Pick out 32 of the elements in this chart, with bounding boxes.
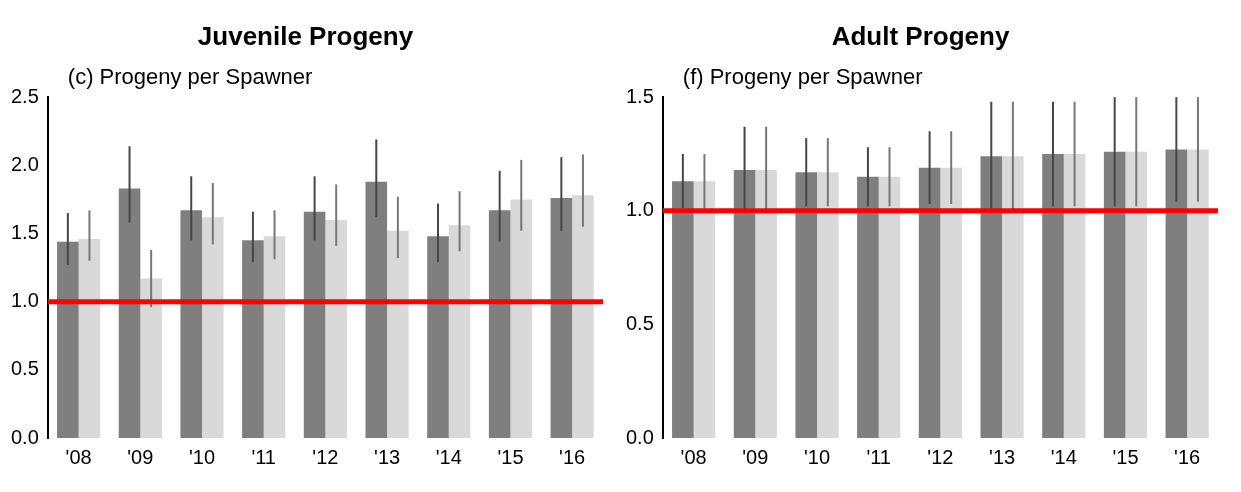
text: (f) Progeny per Spawner xyxy=(682,64,923,90)
x-tick-label: '10 xyxy=(188,445,216,468)
y-tick-label: 1.0 xyxy=(10,289,39,312)
x-tick-label: '13 xyxy=(374,445,401,468)
x-tick-label: '09 xyxy=(742,445,769,468)
x-tick-label: '10 xyxy=(803,445,831,468)
y-tick-label: 2.0 xyxy=(10,152,39,175)
y-tick-label: 1.5 xyxy=(625,84,654,107)
y-tick-label: 0.0 xyxy=(10,425,39,448)
chart-title: Juvenile Progeny xyxy=(197,20,414,51)
x-tick-label: '08 xyxy=(65,445,92,468)
x-tick-label: '12 xyxy=(312,445,339,468)
y-tick-label: 0.5 xyxy=(10,357,39,380)
x-tick-label: '15 xyxy=(1112,445,1139,468)
x-tick-label: '13 xyxy=(989,445,1016,468)
x-tick-label: '14 xyxy=(435,445,462,468)
x-tick-label: '16 xyxy=(559,445,586,468)
x-tick-label: '11 xyxy=(251,445,277,468)
x-tick-label: '08 xyxy=(680,445,707,468)
x-tick-label: '16 xyxy=(1174,445,1201,468)
y-tick-label: 0.0 xyxy=(625,425,654,448)
chart-title: Adult Progeny xyxy=(831,20,1010,51)
x-tick-label: '14 xyxy=(1050,445,1077,468)
y-tick-label: 2.5 xyxy=(10,84,39,107)
y-tick-label: 0.5 xyxy=(625,311,654,334)
y-tick-label: 1.0 xyxy=(625,198,654,221)
x-tick-label: '11 xyxy=(866,445,892,468)
text: (c) Progeny per Spawner xyxy=(67,64,313,90)
x-tick-label: '12 xyxy=(927,445,954,468)
x-tick-label: '09 xyxy=(127,445,154,468)
x-tick-label: '15 xyxy=(497,445,524,468)
y-tick-label: 1.5 xyxy=(10,221,39,244)
